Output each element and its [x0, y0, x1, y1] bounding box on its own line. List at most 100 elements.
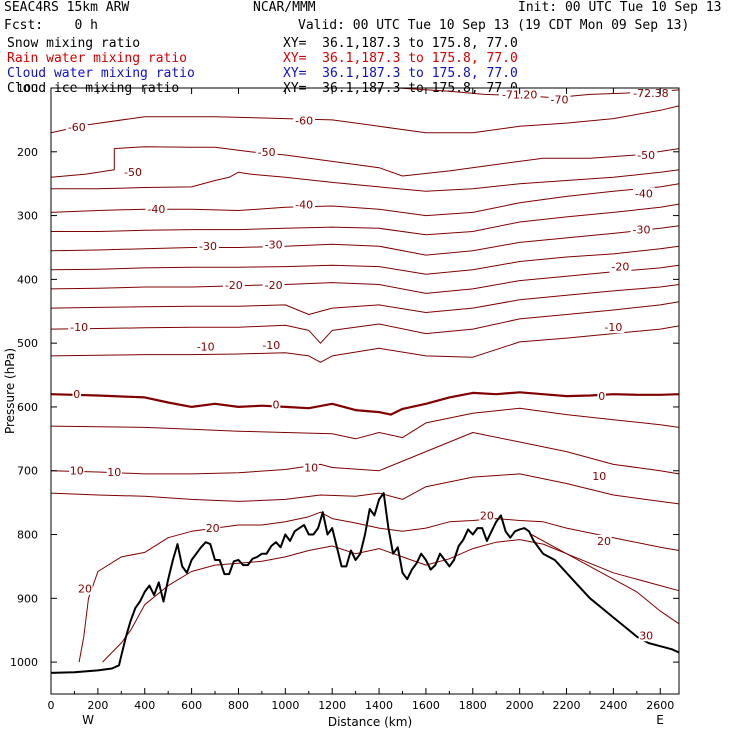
contour-label: 10 [592, 470, 606, 483]
x-tick-label: 1200 [318, 699, 346, 712]
contour-label-bg [271, 398, 281, 411]
isotherm-line-m20 [50, 264, 680, 294]
y-tick-label: 400 [17, 273, 38, 286]
contour-label: -40 [295, 199, 313, 212]
contour-label-bg [479, 509, 495, 522]
contour-label: -40 [635, 187, 653, 200]
contour-label-bg [72, 388, 82, 401]
isotherm-line-10 [50, 432, 680, 475]
field-name-rain: Rain water mixing ratio [7, 51, 188, 66]
isotherm-line-m5 [50, 325, 680, 363]
contour-label-bg [262, 279, 285, 292]
contour-label: -10 [604, 321, 622, 334]
isotherm-line-m15 [50, 284, 680, 315]
isotherm-line-0 [50, 391, 680, 416]
x-tick-label: 2600 [646, 699, 674, 712]
x-tick-label: 1800 [459, 699, 487, 712]
contour-label: -71.20 [502, 88, 537, 101]
contour-label-bg [591, 469, 607, 482]
x-tick-label: 0 [48, 699, 55, 712]
isotherm-line-30 [531, 534, 680, 625]
x-tick-label: 2200 [553, 699, 581, 712]
init-time: Init: 00 UTC Tue 10 Sep 13 [518, 0, 722, 15]
axis-layer: 0 200 400 600 800 1000 1200 1400 1600 1800 2000 220… [10, 82, 679, 712]
contour-label: 20 [480, 509, 494, 522]
contour-label: -10 [262, 339, 280, 352]
contour-label-bg [633, 187, 655, 200]
x-tick-label: 600 [181, 699, 202, 712]
isotherm-line-5 [50, 407, 680, 440]
contour-label: 0 [273, 398, 280, 411]
contour-label-bg [65, 120, 88, 133]
contour-label-bg [194, 340, 217, 353]
contour-label-bg [262, 238, 285, 251]
contour-label: -50 [258, 146, 276, 159]
x-axis-title: Distance (km) [328, 715, 412, 729]
isotherm-line-m45 [51, 169, 680, 192]
contour-label-bg [635, 149, 658, 161]
contour-label-bg [596, 534, 612, 547]
contour-label-bg [303, 461, 319, 474]
y-tick-label: 700 [17, 465, 38, 478]
east-label: E [656, 713, 664, 727]
contour-label: 0 [598, 390, 605, 403]
plot-frame [50, 87, 680, 695]
contour-label: 20 [597, 535, 611, 548]
contour-label-bg [602, 321, 625, 334]
org-title: NCAR/MMM [253, 0, 316, 15]
contour-label-bg [106, 466, 122, 478]
contour-label: -60 [68, 121, 86, 134]
contour-label: 20 [78, 583, 92, 596]
contour-label-bg [260, 339, 283, 352]
contour-label: -60 [295, 115, 313, 128]
x-tick-label: 1400 [365, 699, 393, 712]
terrain-layer [50, 492, 680, 674]
contour-label: 10 [304, 462, 318, 475]
contour-label: 10 [107, 466, 121, 479]
model-title: SEAC4RS 15km ARW [4, 0, 130, 15]
contour-label: -10 [197, 340, 215, 353]
contour-label-bg [609, 260, 632, 273]
isotherm-line-m25 [50, 245, 680, 275]
x-tick-label: 1600 [412, 699, 440, 712]
field-xy-rain: XY= 36.1,187.3 to 175.8, 77.0 [283, 51, 518, 66]
isotherm-line-m40 [50, 183, 680, 217]
isotherm-line-m60 [50, 105, 680, 134]
field-xy-cloud-water: XY= 36.1,187.3 to 175.8, 77.0 [283, 66, 518, 81]
isotherm-line-m30 [50, 225, 680, 256]
contour-label: -20 [225, 279, 243, 292]
field-name-cloud-water: Cloud water mixing ratio [7, 66, 195, 81]
isotherm-layer [50, 87, 680, 663]
contour-label-bg [145, 203, 168, 216]
y-tick-label: 500 [17, 337, 38, 350]
contour-label-bg [498, 88, 541, 101]
contour-label: -30 [199, 240, 217, 253]
contour-label-bg [630, 223, 653, 236]
contour-label: 0 [73, 388, 80, 401]
forecast-hour: Fcst: 0 h [4, 18, 98, 33]
field-name-snow: Snow mixing ratio [7, 36, 141, 51]
contour-label-bg [69, 464, 85, 477]
isotherm-line-m50 [50, 146, 680, 178]
contour-label-bg [293, 198, 315, 211]
y-tick-label: 800 [17, 529, 38, 542]
x-tick-label: 2000 [506, 699, 534, 712]
y-tick-label: 600 [17, 401, 38, 414]
x-tick-label: 200 [87, 699, 108, 712]
contour-label-bg [68, 321, 90, 334]
isotherm-line-m35 [51, 203, 680, 236]
contour-label: 10 [70, 465, 84, 478]
contour-label: 30 [639, 629, 653, 642]
y-axis-title: Pressure (hPa) [3, 348, 17, 434]
x-tick-label: 400 [134, 699, 155, 712]
contour-label-bg [205, 522, 221, 535]
y-tick-label: 100 [17, 82, 38, 95]
y-tick-label: 1000 [10, 656, 38, 669]
contour-label-layer: -71.20 -70 -72.38 -60 -60 -50 -50 -50 -40 -40 -40 -… [65, 87, 672, 642]
x-tick-label: 2400 [599, 699, 627, 712]
y-tick-label: 900 [17, 592, 38, 605]
contour-label-bg [293, 114, 315, 127]
contour-label: 20 [206, 522, 220, 535]
valid-time: Valid: 00 UTC Tue 10 Sep 13 (19 CDT Mon … [298, 18, 690, 33]
